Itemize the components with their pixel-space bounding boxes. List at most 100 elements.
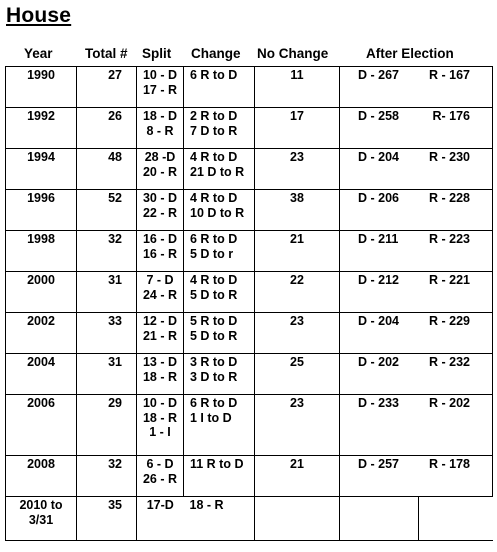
header-change: Change [191,46,241,61]
change-text: 10 D to R [190,205,245,220]
split-text: 1 - I [149,425,171,439]
split-text: 10 - D [142,68,178,82]
change-text: 3 D to R [190,369,238,384]
no-change-value: 23 [290,396,304,410]
header-split: Split [142,46,172,61]
year-text: 3/31 [28,512,54,527]
total-value: 29 [108,396,122,410]
cell-no-change: 17 [254,107,340,149]
cell-after-election: D - 204 R - 230 [339,148,493,190]
split-text: 18 - R [142,410,178,425]
change-text: 5 D to r [190,246,234,261]
total-value: 26 [108,109,122,123]
change-text: 11 R to D [190,457,244,471]
split-text: 13 - D [142,355,178,369]
year-text: 2008 [27,457,55,471]
cell-total: 33 [76,312,137,354]
split-text: 26 - R [142,471,178,486]
split-text: 17-D [146,498,174,512]
cell-split: 10 - D 17 - R [136,66,184,108]
header-after-election: After Election [366,46,454,61]
cell-change: 6 R to D [183,66,255,108]
after-rep-value: R - 178 [429,457,470,471]
total-value: 27 [108,68,122,82]
cell-year: 2010 to 3/31 [5,496,77,541]
cell-no-change: 38 [254,189,340,231]
split-text: 16 - R [142,246,178,261]
after-rep-value: R - 167 [429,68,470,82]
cell-no-change: 11 [254,66,340,108]
cell-split: 13 - D 18 - R [136,353,184,395]
no-change-value: 17 [290,109,304,123]
change-text: 4 R to D [190,150,238,164]
year-text: 2004 [27,355,55,369]
split-text: 7 - D [146,273,174,287]
change-text: 5 D to R [190,328,238,343]
split-text: 21 - R [142,328,178,343]
split-text: 10 - D [142,396,178,410]
change-text: 21 D to R [190,164,245,179]
divider [418,497,419,541]
cell-change: 11 R to D [183,455,255,497]
after-rep-value: R - 221 [429,273,470,287]
cell-after-election [339,496,493,541]
header-year: Year [24,46,53,61]
cell-total: 31 [76,271,137,313]
no-change-value: 25 [290,355,304,369]
change-text: 6 R to D [190,396,238,410]
year-text: 1992 [27,109,55,123]
split-text: 30 - D [142,191,178,205]
split-text: 16 - D [142,232,178,246]
total-value: 48 [108,150,122,164]
header-no-change: No Change [257,46,329,61]
cell-after-election: D - 212 R - 221 [339,271,493,313]
split-text: 18 - D [142,109,178,123]
cell-no-change: 23 [254,312,340,354]
split-text: 18 - R [142,369,178,384]
cell-year: 1996 [5,189,77,231]
cell-total: 52 [76,189,137,231]
after-dem-value: D - 267 [358,68,399,82]
cell-no-change: 21 [254,230,340,272]
split-text: 17 - R [142,82,178,97]
cell-total: 32 [76,230,137,272]
split-text: 20 - R [142,164,178,179]
cell-split: 28 -D 20 - R [136,148,184,190]
split-text: 28 -D [144,150,176,164]
cell-after-election: D - 258 R- 176 [339,107,493,149]
no-change-value: 23 [290,314,304,328]
change-text: 18 - R [189,498,224,512]
after-dem-value: D - 233 [358,396,399,410]
year-text: 2000 [27,273,55,287]
change-text: 5 D to R [190,287,238,302]
year-text: 1998 [27,232,55,246]
after-dem-value: D - 212 [358,273,399,287]
cell-split: 7 - D 24 - R [136,271,184,313]
cell-year: 1990 [5,66,77,108]
table-row: 2010 to 3/31 35 17-D 18 - R [5,496,493,541]
cell-total: 27 [76,66,137,108]
cell-split: 16 - D 16 - R [136,230,184,272]
no-change-value: 38 [290,191,304,205]
table-row: 1990 27 10 - D 17 - R 6 R to D 11 D - 267 R - 1… [5,66,493,108]
cell-no-change: 22 [254,271,340,313]
change-text: 7 D to R [190,123,238,138]
no-change-value: 11 [290,68,304,82]
total-value: 33 [108,314,122,328]
split-text: 22 - R [142,205,178,220]
after-rep-value: R - 230 [429,150,470,164]
after-rep-value: R - 223 [429,232,470,246]
total-value: 52 [108,191,122,205]
cell-after-election: D - 233 R - 202 [339,394,493,456]
